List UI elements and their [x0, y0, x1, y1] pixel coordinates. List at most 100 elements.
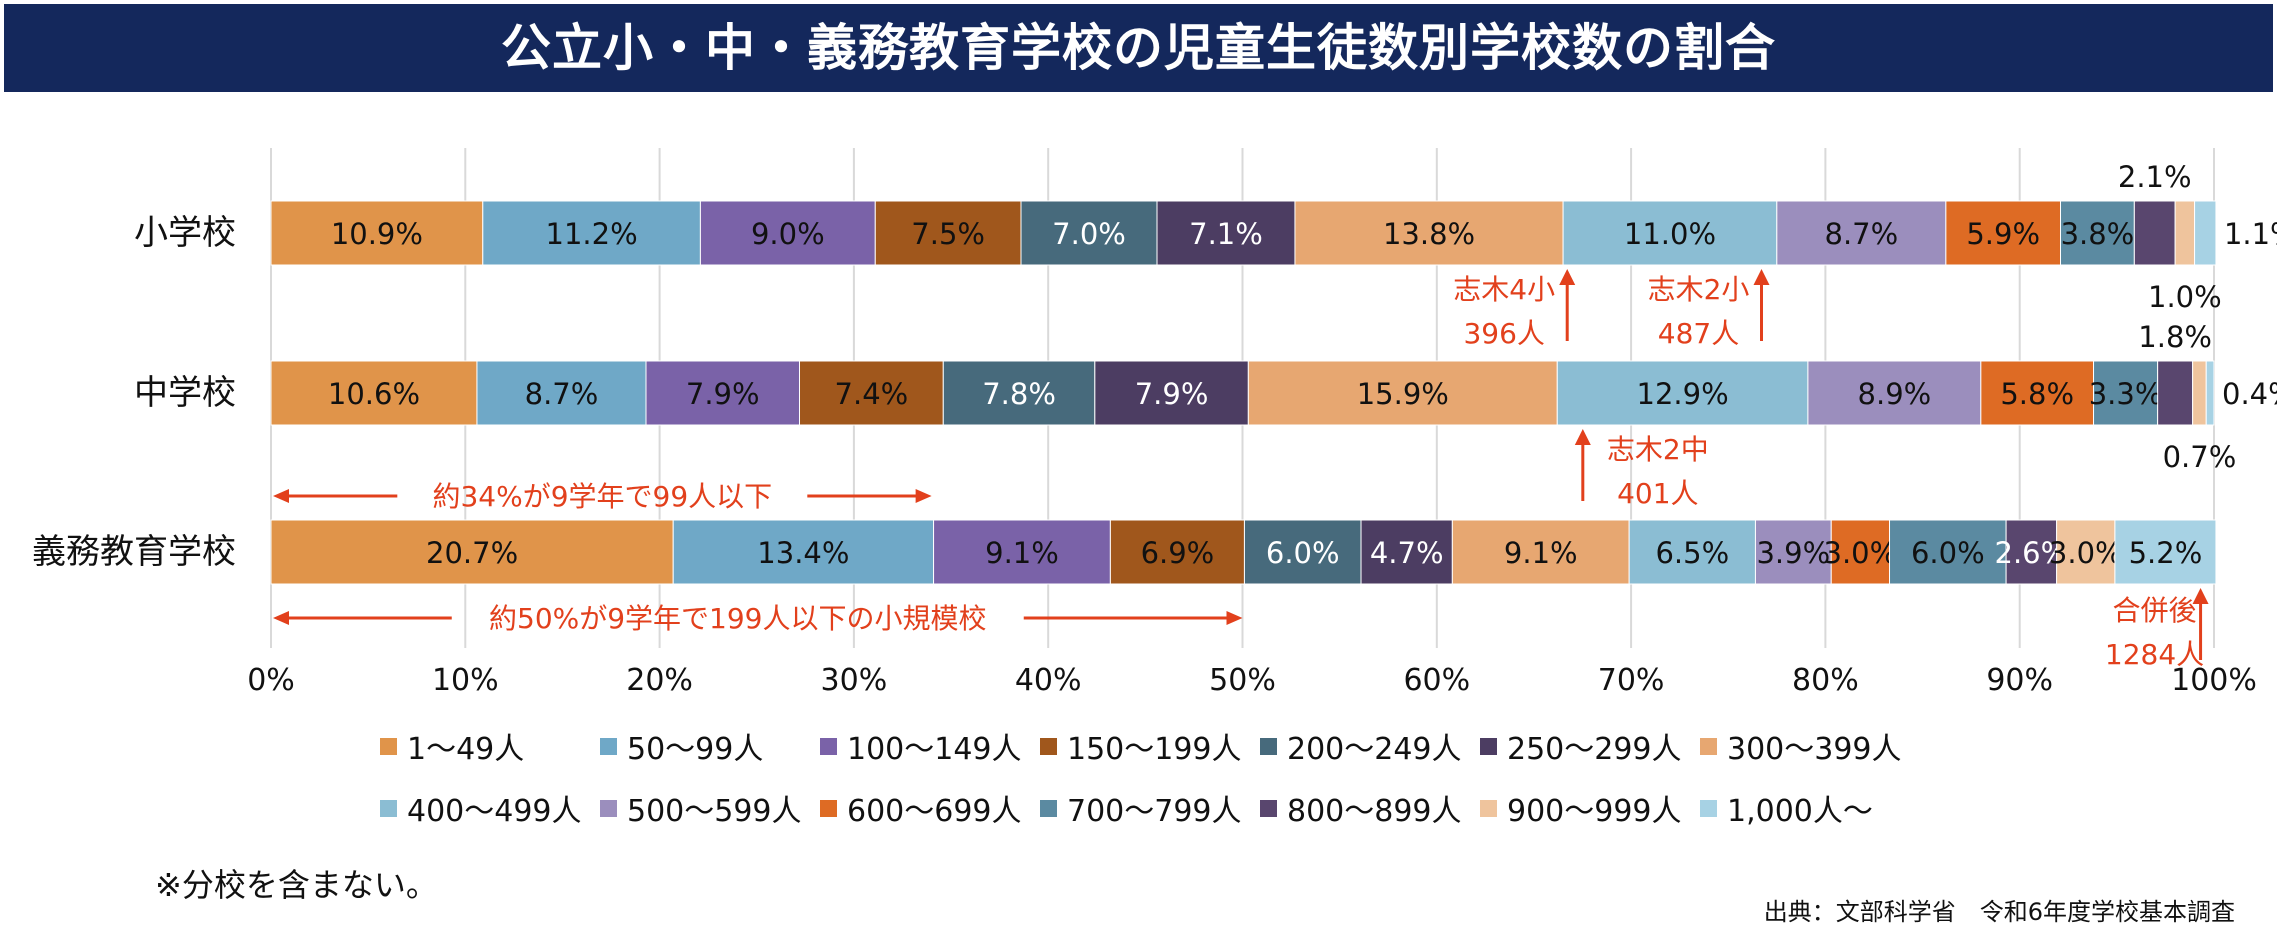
bar-segment: [699, 200, 876, 266]
range-arrow-head: [915, 489, 932, 503]
legend-label: 400〜499人: [407, 794, 582, 829]
bar-segment: [1830, 519, 1891, 585]
bar-segment: [1807, 360, 1982, 426]
bar-segment: [2205, 360, 2215, 426]
legend-item: 250〜299人: [1480, 724, 1682, 768]
data-label: 9.1%: [1504, 536, 1578, 570]
x-tick-label: 90%: [1986, 663, 2053, 698]
bar-segment: [2114, 519, 2217, 585]
bar-segment: [1247, 360, 1558, 426]
data-label: 8.7%: [1825, 217, 1899, 251]
annotation-arrow-head: [2192, 588, 2209, 604]
legend-swatch: [1040, 737, 1057, 755]
bar-segment: [2133, 200, 2176, 266]
x-tick-label: 80%: [1792, 663, 1859, 698]
x-tick-label: 100%: [2171, 663, 2257, 698]
data-label: 15.9%: [1357, 377, 1449, 411]
bar-segment: [1776, 200, 1947, 266]
legend-swatch: [820, 737, 837, 755]
bar-segment: [270, 519, 674, 585]
bar-segment: [933, 519, 1111, 585]
bar-segment: [1980, 360, 2095, 426]
legend-swatch: [600, 737, 617, 755]
data-label: 6.9%: [1141, 536, 1215, 570]
bar-segment: [270, 360, 478, 426]
legend-item: 800〜899人: [1260, 786, 1462, 830]
legend-swatch: [600, 799, 617, 817]
data-label: 10.9%: [331, 217, 423, 251]
legend-label: 100〜149人: [847, 732, 1022, 767]
data-label: 10.6%: [328, 377, 420, 411]
data-label: 7.5%: [911, 217, 985, 251]
bar-segment: [2192, 360, 2207, 426]
legend-label: 800〜899人: [1287, 794, 1462, 829]
data-label: 9.0%: [751, 217, 825, 251]
legend-label: 200〜249人: [1287, 732, 1462, 767]
category-label: 小学校: [134, 213, 236, 253]
category-label: 中学校: [134, 373, 236, 413]
range-annotation-text: 約50%が9学年で199人以下の小規模校: [489, 602, 987, 635]
legend-item: 150〜199人: [1040, 724, 1242, 768]
legend-swatch: [1700, 737, 1717, 755]
data-label: 7.1%: [1189, 217, 1263, 251]
data-label: 3.8%: [2061, 217, 2135, 251]
bar-segment: [1628, 519, 1756, 585]
legend-label: 1〜49人: [407, 732, 525, 767]
x-tick-label: 30%: [821, 663, 888, 698]
bar-segment: [2174, 200, 2196, 266]
data-label: 1.1%: [2224, 217, 2277, 251]
data-label: 1.0%: [2148, 280, 2222, 314]
data-label: 3.0%: [1824, 536, 1898, 570]
annotation-text: 合併後: [2113, 594, 2197, 627]
data-label: 0.4%: [2222, 377, 2277, 411]
data-label: 6.0%: [1911, 536, 1985, 570]
source-citation: 出典：文部科学省 令和6年度学校基本調査: [1763, 898, 2235, 926]
x-tick-label: 0%: [247, 663, 295, 698]
legend-swatch: [380, 799, 397, 817]
legend-item: 200〜249人: [1260, 724, 1462, 768]
data-label: 7.9%: [1135, 377, 1209, 411]
data-label: 11.2%: [546, 217, 638, 251]
legend-item: 700〜799人: [1040, 786, 1242, 830]
range-arrow-head: [1226, 611, 1243, 625]
annotation-text: 487人: [1658, 317, 1739, 350]
data-label: 7.0%: [1052, 217, 1126, 251]
stacked-bar-chart: 0% 10% 20% 30% 40% 50% 60% 70% 80% 90% 100% 小学校中学校義…: [32, 148, 2277, 698]
bar-segment: [798, 360, 944, 426]
data-label: 2.1%: [2118, 160, 2192, 194]
footnote: ※分校を含まない。: [155, 866, 438, 904]
title-bar: 公立小・中・義務教育学校の児童生徒数別学校数の割合: [4, 4, 2273, 92]
legend-label: 700〜799人: [1067, 794, 1242, 829]
legend-item: 300〜399人: [1700, 724, 1902, 768]
page-title: 公立小・中・義務教育学校の児童生徒数別学校数の割合: [501, 19, 1776, 77]
bar-segment: [2060, 200, 2135, 266]
legend-label: 150〜199人: [1067, 732, 1242, 767]
bar-segment: [2194, 200, 2217, 266]
data-label: 12.9%: [1637, 377, 1729, 411]
legend-label: 900〜999人: [1507, 794, 1682, 829]
data-label: 3.0%: [2049, 536, 2123, 570]
x-tick-label: 10%: [432, 663, 499, 698]
x-tick-label: 50%: [1209, 663, 1276, 698]
legend-label: 50〜99人: [627, 732, 764, 767]
data-label: 20.7%: [426, 536, 518, 570]
data-label: 4.7%: [1370, 536, 1444, 570]
legend-swatch: [1260, 799, 1277, 817]
data-label: 3.3%: [2089, 377, 2163, 411]
bar-segment: [942, 360, 1096, 426]
x-tick-label: 40%: [1015, 663, 1082, 698]
legend-swatch: [1260, 737, 1277, 755]
data-label: 13.4%: [757, 536, 849, 570]
bar-segment: [2005, 519, 2058, 585]
legend-label: 600〜699人: [847, 794, 1022, 829]
bar-segment: [1562, 200, 1778, 266]
range-annotation-text: 約34%が9学年で99人以下: [432, 480, 772, 513]
data-label: 3.9%: [1756, 536, 1830, 570]
data-label: 5.8%: [2000, 377, 2074, 411]
data-label: 13.8%: [1383, 217, 1475, 251]
data-label: 7.4%: [835, 377, 909, 411]
x-tick-label: 20%: [626, 663, 693, 698]
legend-label: 500〜599人: [627, 794, 802, 829]
x-tick-label: 70%: [1598, 663, 1665, 698]
legend-swatch: [1480, 737, 1497, 755]
